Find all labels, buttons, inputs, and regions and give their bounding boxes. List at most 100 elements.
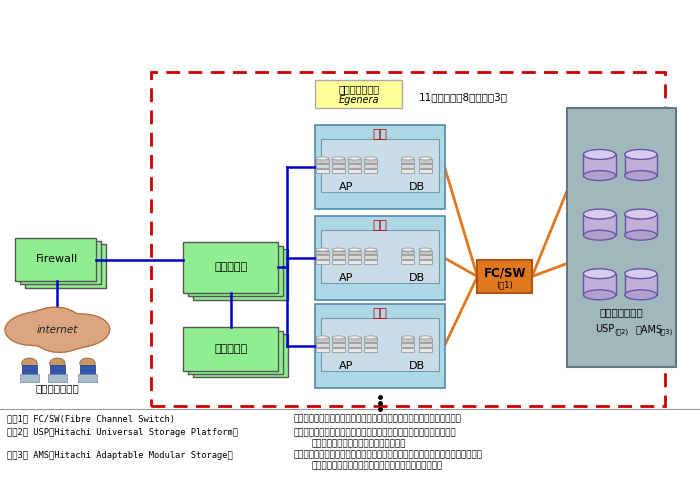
FancyBboxPatch shape (402, 255, 414, 259)
FancyBboxPatch shape (316, 348, 329, 352)
FancyBboxPatch shape (332, 159, 344, 163)
Text: ハイエンドディスクアレイサブシステム: ハイエンドディスクアレイサブシステム (312, 439, 406, 448)
FancyBboxPatch shape (364, 348, 377, 352)
FancyBboxPatch shape (419, 348, 431, 352)
FancyBboxPatch shape (419, 255, 431, 259)
Ellipse shape (332, 336, 344, 339)
FancyBboxPatch shape (419, 260, 431, 264)
FancyBboxPatch shape (364, 251, 377, 254)
FancyBboxPatch shape (321, 139, 439, 192)
Ellipse shape (624, 170, 657, 180)
FancyBboxPatch shape (332, 169, 344, 173)
FancyBboxPatch shape (364, 338, 377, 342)
Text: 証券: 証券 (372, 307, 388, 320)
Ellipse shape (316, 157, 329, 160)
Text: （注2） USP（Hitachi Universal Storage Platform）: （注2） USP（Hitachi Universal Storage Platf… (7, 429, 238, 437)
Text: （注3） AMS（Hitachi Adaptable Modular Storage）: （注3） AMS（Hitachi Adaptable Modular Stora… (7, 451, 232, 459)
Ellipse shape (348, 157, 361, 160)
FancyBboxPatch shape (624, 155, 657, 176)
FancyBboxPatch shape (332, 343, 344, 347)
Text: FC/SW: FC/SW (484, 266, 526, 279)
Ellipse shape (364, 157, 377, 160)
FancyBboxPatch shape (15, 238, 96, 281)
Text: DB: DB (408, 182, 425, 192)
Text: （注1） FC/SW(Fibre Channel Switch): （注1） FC/SW(Fibre Channel Switch) (7, 415, 175, 423)
FancyBboxPatch shape (315, 80, 402, 108)
FancyBboxPatch shape (316, 164, 329, 168)
Ellipse shape (364, 336, 377, 339)
Circle shape (22, 358, 37, 369)
FancyBboxPatch shape (348, 260, 361, 264)
Text: 認証サーバ: 認証サーバ (214, 344, 248, 354)
Ellipse shape (348, 336, 361, 339)
FancyBboxPatch shape (402, 343, 414, 347)
FancyBboxPatch shape (348, 343, 361, 347)
Text: ・AMS: ・AMS (636, 324, 662, 334)
FancyBboxPatch shape (332, 255, 344, 259)
FancyBboxPatch shape (477, 260, 532, 293)
Ellipse shape (624, 209, 657, 219)
FancyBboxPatch shape (348, 338, 361, 342)
FancyBboxPatch shape (188, 331, 283, 374)
FancyBboxPatch shape (364, 255, 377, 259)
Text: (注3): (注3) (659, 329, 673, 336)
FancyBboxPatch shape (348, 159, 361, 163)
Ellipse shape (419, 336, 431, 339)
Ellipse shape (364, 248, 377, 251)
FancyBboxPatch shape (315, 304, 444, 388)
Text: 11筐体（本番8・テスト3）: 11筐体（本番8・テスト3） (419, 92, 508, 102)
FancyBboxPatch shape (316, 159, 329, 163)
FancyBboxPatch shape (402, 348, 414, 352)
FancyBboxPatch shape (584, 274, 616, 295)
Ellipse shape (624, 269, 657, 279)
Text: USP: USP (595, 324, 615, 334)
Ellipse shape (402, 248, 414, 251)
FancyBboxPatch shape (348, 164, 361, 168)
FancyBboxPatch shape (316, 343, 329, 347)
FancyBboxPatch shape (22, 365, 37, 375)
Ellipse shape (419, 157, 431, 160)
Text: Firewall: Firewall (36, 254, 78, 264)
FancyBboxPatch shape (193, 334, 288, 377)
Ellipse shape (584, 290, 616, 300)
FancyBboxPatch shape (183, 327, 278, 371)
FancyBboxPatch shape (419, 169, 431, 173)
FancyBboxPatch shape (78, 374, 97, 382)
Text: 負荷分散機: 負荷分散機 (214, 263, 248, 272)
Text: AP: AP (340, 274, 354, 283)
FancyBboxPatch shape (567, 108, 676, 367)
FancyBboxPatch shape (188, 246, 283, 296)
Text: ブレードサーバ: ブレードサーバ (338, 84, 379, 94)
FancyBboxPatch shape (50, 365, 65, 375)
FancyBboxPatch shape (348, 251, 361, 254)
Ellipse shape (316, 336, 329, 339)
Ellipse shape (584, 269, 616, 279)
Ellipse shape (584, 149, 616, 159)
FancyBboxPatch shape (20, 374, 39, 382)
Circle shape (80, 358, 95, 369)
Text: internet: internet (36, 325, 78, 335)
FancyBboxPatch shape (402, 338, 414, 342)
Text: Egenera: Egenera (339, 96, 379, 105)
Ellipse shape (316, 248, 329, 251)
FancyBboxPatch shape (183, 242, 278, 293)
FancyBboxPatch shape (419, 343, 431, 347)
FancyBboxPatch shape (364, 343, 377, 347)
Text: (注1): (注1) (496, 280, 513, 289)
Ellipse shape (419, 248, 431, 251)
FancyBboxPatch shape (48, 374, 67, 382)
FancyBboxPatch shape (348, 169, 361, 173)
FancyBboxPatch shape (332, 338, 344, 342)
FancyBboxPatch shape (321, 318, 439, 371)
Text: 統合ストレージ: 統合ストレージ (599, 307, 643, 317)
FancyBboxPatch shape (332, 251, 344, 254)
FancyBboxPatch shape (402, 164, 414, 168)
Ellipse shape (624, 290, 657, 300)
Text: ：高性能サーバとストレージ装置を相互接続する際に使用するスイッチ: ：高性能サーバとストレージ装置を相互接続する際に使用するスイッチ (294, 415, 462, 423)
Text: 銀行: 銀行 (372, 128, 388, 141)
FancyBboxPatch shape (193, 249, 288, 300)
FancyBboxPatch shape (419, 338, 431, 342)
FancyBboxPatch shape (364, 169, 377, 173)
FancyBboxPatch shape (419, 251, 431, 254)
FancyBboxPatch shape (25, 244, 106, 288)
